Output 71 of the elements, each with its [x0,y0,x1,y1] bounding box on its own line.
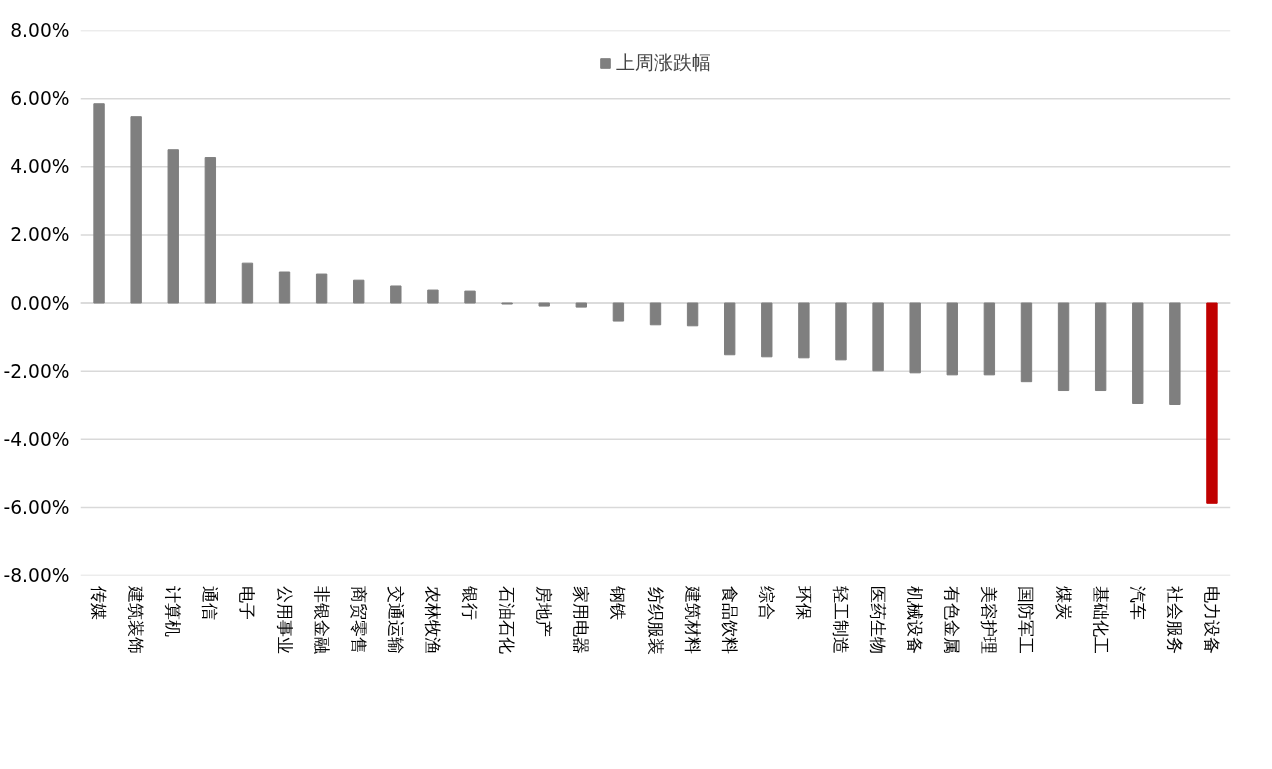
bar [93,103,105,304]
x-tick-label: 基础化工 [1090,586,1111,655]
bar [278,271,291,304]
x-tick-label: 公用事业 [274,586,295,655]
bar [686,302,699,327]
x-tick-label: 机械设备 [905,586,926,655]
bar [946,302,958,376]
x-tick-label: 汽车 [1127,586,1148,621]
bar [761,302,773,358]
x-tick-label: 国防军工 [1016,586,1037,655]
x-tick-label: 煤炭 [1053,586,1074,621]
x-tick-label: 电力设备 [1201,586,1222,655]
bar [575,302,587,308]
x-tick-label: 银行 [460,585,481,621]
bar [204,157,217,304]
bar [130,116,142,304]
bar [983,302,996,376]
y-tick-label: 0.00% [10,292,70,314]
bar [1094,302,1107,392]
x-tick-label: 美容护理 [979,586,1000,655]
bar [1206,302,1218,504]
x-tick-label: 家用电器 [571,586,592,655]
bar [353,279,365,304]
x-tick-label: 钢铁 [608,585,629,621]
x-tick-label: 轻工制造 [830,586,851,655]
x-tick-label: 综合 [756,586,777,621]
x-tick-label: 建筑材料 [682,585,703,655]
x-tick-label: 医药生物 [868,586,889,655]
x-tick-label: 通信 [200,586,221,621]
bar [315,273,328,304]
bar [872,302,884,372]
x-tick-label: 环保 [793,586,814,621]
bar [241,262,254,304]
x-tick-label: 电子 [237,586,258,621]
bar [1169,302,1181,406]
x-tick-label: 有色金属 [942,586,963,655]
bar [464,290,476,304]
x-tick-label: 社会服务 [1164,586,1185,655]
bar [724,302,736,356]
bar [1020,302,1033,383]
bar [909,302,921,374]
y-tick-label: 4.00% [10,156,70,178]
bar [798,302,810,359]
bar [1057,302,1070,392]
x-tick-label: 交通运输 [385,586,406,655]
x-tick-label: 建筑装饰 [126,585,147,655]
x-tick-label: 商贸零售 [348,586,369,655]
x-tick-label: 食品饮料 [719,586,740,655]
y-tick-label: 2.00% [10,224,70,246]
bar [1132,302,1144,404]
bar [835,302,847,361]
bar [649,302,662,326]
bar [390,285,402,304]
x-tick-label: 纺织服装 [645,586,666,655]
y-tick-label: 6.00% [10,88,70,110]
x-tick-label: 计算机 [163,586,184,638]
y-tick-label: 8.00% [10,20,70,41]
y-tick-label: -6.00% [3,496,70,518]
bar [427,289,439,304]
legend-label: 上周涨跌幅 [616,51,711,75]
bar [538,302,550,307]
x-tick-label: 传媒 [89,586,110,621]
y-tick-label: -8.00% [3,565,70,586]
y-tick-label: -4.00% [3,428,70,450]
y-tick-label: -2.00% [3,360,70,382]
x-tick-label: 房地产 [534,586,555,638]
x-tick-label: 非银金融 [311,586,332,655]
bar [612,302,625,322]
x-tick-label: 石油石化 [497,586,518,655]
bar [167,149,179,304]
x-tick-label: 农林牧渔 [422,586,443,655]
